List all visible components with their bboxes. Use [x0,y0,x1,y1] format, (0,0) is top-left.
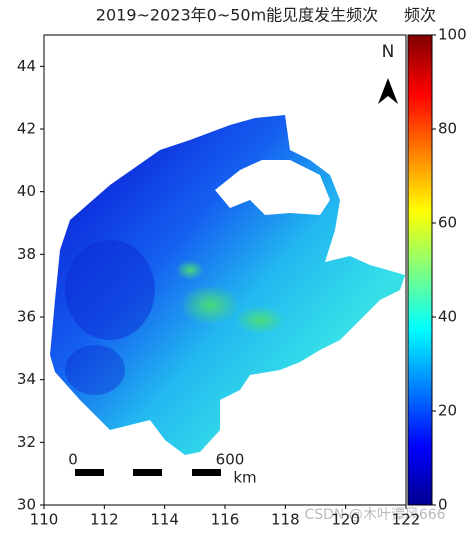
raster-field [50,115,405,455]
scale-end: 600 [216,451,245,469]
y-tick-label: 30 [17,496,36,514]
x-tick-label: 114 [150,511,179,529]
map-title: 2019~2023年0~50m能见度发生频次 [96,6,378,25]
colorbar [407,34,433,506]
scale-bar: 0 600 km [68,451,256,487]
y-tick-label: 38 [17,245,36,263]
colorbar-tick-label: 60 [438,214,457,232]
axes-ticks: 110 112 114 116 118 120 122 30 32 34 36 38 40 42 44 0 20… [17,26,467,529]
y-tick-label: 40 [17,182,36,200]
x-tick-label: 116 [211,511,240,529]
x-tick-label: 118 [271,511,300,529]
x-tick-label: 110 [30,511,59,529]
north-arrow: N [378,42,398,104]
scale-start: 0 [68,451,78,469]
scale-unit: km [233,469,256,487]
y-tick-label: 36 [17,308,36,326]
y-tick-label: 42 [17,120,36,138]
colorbar-tick-label: 80 [438,120,457,138]
colorbar-tick-label: 20 [438,402,457,420]
y-tick-label: 34 [17,370,36,388]
colorbar-tick-label: 0 [438,496,448,514]
colorbar-tick-label: 40 [438,308,457,326]
x-tick-label: 120 [331,511,360,529]
x-tick-label: 122 [392,511,421,529]
colorbar-tick-label: 100 [438,26,467,44]
north-label: N [382,42,395,62]
x-tick-label: 112 [90,511,119,529]
colorbar-label: 频次 [404,6,436,25]
watermark: CSDN @木叶谭风666 [304,507,445,523]
y-tick-label: 44 [17,57,36,75]
y-tick-label: 32 [17,433,36,451]
